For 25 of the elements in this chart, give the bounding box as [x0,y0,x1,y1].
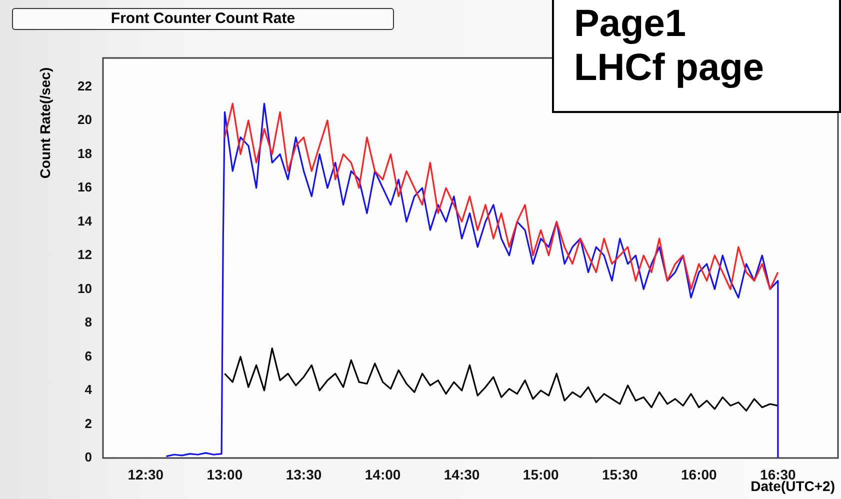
x-axis-title: Date(UTC+2) [750,478,835,494]
y-tick-label: 0 [84,450,92,465]
x-tick-label: 14:30 [444,466,480,482]
x-tick-label: 15:00 [522,466,559,482]
y-tick-label: 10 [78,280,92,296]
y-tick-label: 20 [78,112,92,128]
chart-title: Front Counter Count Rate [12,8,394,30]
y-axis-title: Count Rate(/sec) [37,66,53,181]
x-tick-label: 12:30 [128,466,164,482]
x-tick-label: 13:30 [286,466,322,482]
y-tick-label: 16 [78,180,92,195]
y-tick-label: 8 [84,314,92,330]
y-tick-label: 4 [84,382,93,398]
x-tick-label: 14:00 [364,466,401,482]
y-tick-label: 14 [78,213,93,228]
y-tick-label: 2 [84,416,92,431]
x-tick-label: 16:00 [680,466,718,482]
x-tick-label: 15:30 [602,466,638,482]
y-tick-label: 22 [78,78,92,94]
text: Page1 [574,2,687,46]
y-tick-label: 6 [84,348,92,364]
y-tick-label: 12 [78,247,92,262]
annotation: LHCf page [574,46,765,90]
y-tick-label: 18 [78,146,92,161]
x-tick-label: 13:00 [206,466,243,482]
